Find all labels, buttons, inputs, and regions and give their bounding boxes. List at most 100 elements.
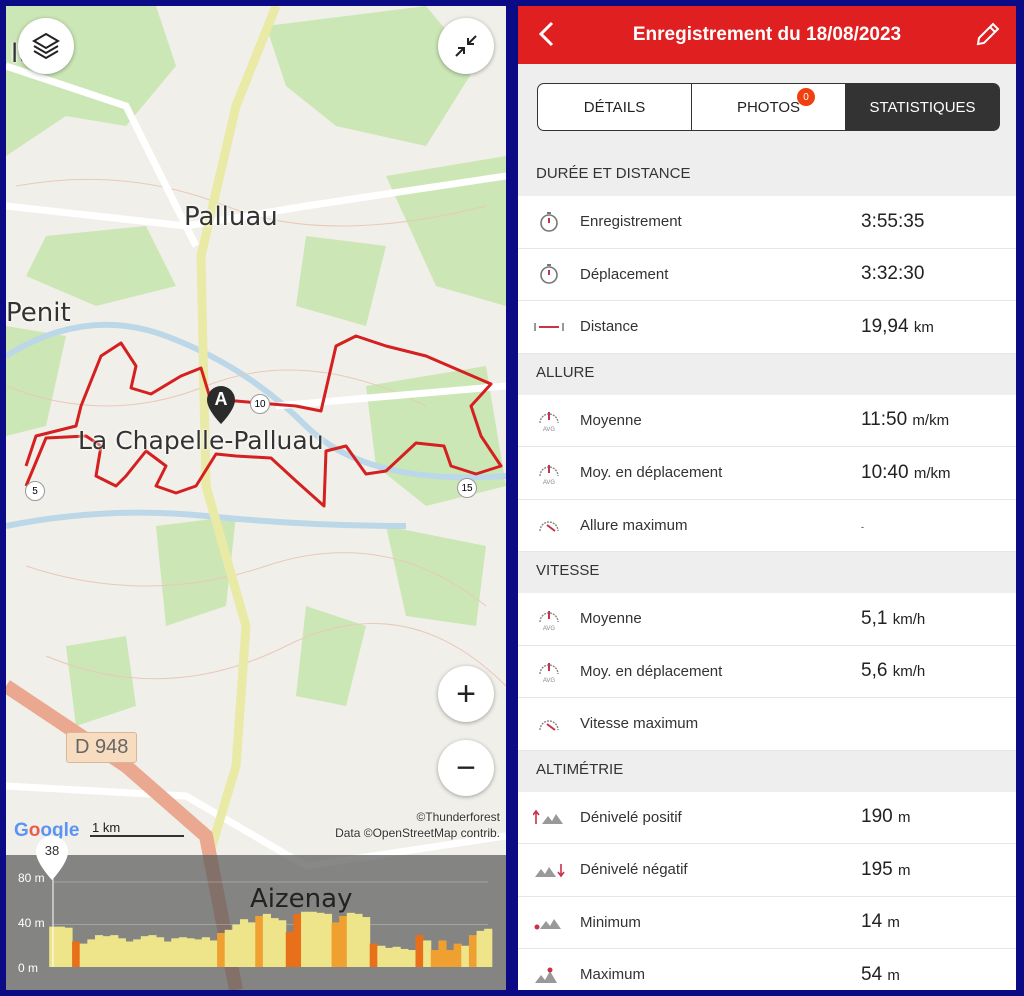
y-tick: 40 m <box>18 916 45 930</box>
section-header: DURÉE ET DISTANCE <box>518 155 1016 196</box>
stats-list: DURÉE ET DISTANCE Enregistrement 3:55:35 D… <box>518 155 1016 990</box>
page-title: Enregistrement du 18/08/2023 <box>632 24 902 45</box>
stat-label: Déplacement <box>580 265 669 283</box>
elevation-profile[interactable]: 80 m 40 m 0 m 38 <box>6 836 506 990</box>
stat-label: Maximum <box>580 966 646 984</box>
google-logo: Google <box>14 820 80 841</box>
elevation-bar <box>362 917 371 967</box>
elev-max-icon <box>518 966 580 984</box>
elevation-bar <box>255 916 264 967</box>
elevation-bar <box>110 935 119 967</box>
stat-label: Moyenne <box>580 610 642 628</box>
stat-value: 14 m <box>861 911 900 933</box>
elevation-bar <box>316 912 325 967</box>
y-tick: 80 m <box>18 871 45 885</box>
stat-unit: m <box>897 861 911 879</box>
elevation-bar <box>87 939 96 967</box>
elevation-bar <box>446 950 455 967</box>
cursor-pin-icon <box>36 836 68 880</box>
elevation-bar <box>102 936 111 967</box>
start-marker[interactable]: A <box>205 384 237 426</box>
zoom-out-button[interactable]: − <box>438 740 494 796</box>
elevation-bar <box>72 941 81 967</box>
section-header: ALLURE <box>518 353 1016 395</box>
stat-row: Enregistrement 3:55:35 <box>518 196 1016 249</box>
stat-value: 3:32:30 <box>861 263 925 285</box>
gauge-max-icon <box>518 515 580 535</box>
zoom-in-button[interactable]: + <box>438 666 494 722</box>
stat-value: - <box>861 522 864 533</box>
stat-label: Moy. en déplacement <box>580 662 723 680</box>
stat-value: 19,94 km <box>861 315 934 337</box>
stat-row: AVG Moy. en déplacement 10:40 m/km <box>518 447 1016 500</box>
elevation-bar <box>346 912 355 967</box>
map-view[interactable]: ltes Palluau Penit La Chapelle-Palluau A… <box>6 6 506 990</box>
stats-panel: Enregistrement du 18/08/2023 DÉTAILS PHO… <box>518 6 1016 990</box>
map-tiles <box>6 6 506 990</box>
elevation-bar <box>194 939 203 967</box>
stat-value: 190 m <box>861 806 911 828</box>
pencil-icon <box>976 22 1000 46</box>
elevation-bar <box>79 943 88 967</box>
elevation-bar <box>140 936 149 967</box>
stat-unit: m <box>887 914 900 932</box>
elevation-bar <box>293 913 302 967</box>
distance-icon <box>518 321 580 333</box>
elevation-bar <box>484 928 493 967</box>
stat-row: Minimum 14 m <box>518 896 1016 949</box>
stat-value: 3:55:35 <box>861 210 925 232</box>
edit-button[interactable] <box>974 20 1002 53</box>
stat-label: Allure maximum <box>580 516 688 534</box>
elevation-bar <box>468 935 478 967</box>
elevation-bar <box>178 937 188 967</box>
stat-unit: m/km <box>913 464 951 482</box>
elevation-chart <box>49 875 493 967</box>
tab-photos[interactable]: PHOTOS 0 <box>691 84 845 130</box>
elevation-bar <box>369 943 378 967</box>
attribution: ©Thunderforest <box>416 810 500 824</box>
stat-unit: km/h <box>892 610 926 628</box>
elevation-bar <box>148 935 157 967</box>
tab-details[interactable]: DÉTAILS <box>538 84 691 130</box>
elevation-bar <box>438 940 447 967</box>
elevation-bar <box>392 946 401 967</box>
stat-row: AVG Moyenne 11:50 m/km <box>518 394 1016 447</box>
stat-label: Minimum <box>580 913 641 931</box>
gauge-avg-icon: AVG <box>518 659 580 683</box>
gauge-max-icon <box>518 714 580 734</box>
marker-label: A <box>214 389 228 409</box>
elevation-bar <box>461 945 470 967</box>
elevation-bar <box>323 913 333 967</box>
elevation-bar <box>400 948 409 967</box>
elevation-bar <box>186 938 195 967</box>
stat-label: Moyenne <box>580 411 642 429</box>
scale-bar: 1 km <box>90 820 184 837</box>
tab-statistics[interactable]: STATISTIQUES <box>845 84 999 130</box>
elevation-bar <box>201 937 210 967</box>
elevation-bar <box>453 943 462 967</box>
stat-row: Vitesse maximum <box>518 698 1016 751</box>
elevation-bar <box>217 933 226 967</box>
stat-label: Enregistrement <box>580 213 682 231</box>
layers-icon <box>32 32 60 60</box>
road-badge: 10 <box>250 394 270 414</box>
stat-row: Dénivelé négatif 195 m <box>518 844 1016 897</box>
stat-row: Distance 19,94 km <box>518 301 1016 354</box>
svg-text:AVG: AVG <box>543 427 556 432</box>
y-tick: 0 m <box>18 961 39 975</box>
elevation-bar <box>354 913 363 967</box>
back-button[interactable] <box>536 20 558 53</box>
stopwatch-icon <box>518 211 580 233</box>
layers-button[interactable] <box>18 18 74 74</box>
back-icon <box>538 21 554 47</box>
elevation-cursor[interactable]: 38 <box>34 835 70 881</box>
tab-bar: DÉTAILS PHOTOS 0 STATISTIQUES <box>537 83 1000 131</box>
collapse-button[interactable] <box>438 18 494 74</box>
stat-row: Dénivelé positif 190 m <box>518 791 1016 844</box>
stat-row: Allure maximum - <box>518 499 1016 552</box>
road-badge: 5 <box>25 481 45 501</box>
elevation-bar <box>232 924 241 967</box>
stat-value: 11:50 m/km <box>861 409 950 431</box>
elevation-bar <box>430 950 439 967</box>
elev-min-icon <box>518 914 580 930</box>
